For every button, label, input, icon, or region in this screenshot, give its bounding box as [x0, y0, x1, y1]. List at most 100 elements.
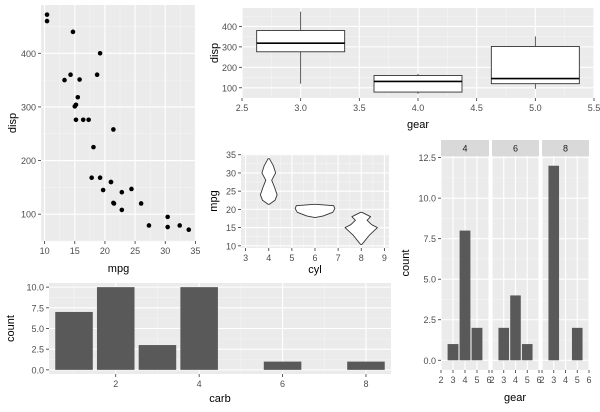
x-tick-label: 2	[438, 375, 443, 385]
x-tick-label: 4	[462, 375, 467, 385]
box-body	[256, 30, 346, 53]
facet-strip-label: 4	[462, 144, 467, 154]
x-tick-label: 3	[551, 375, 556, 385]
x-tick-label: 6	[586, 375, 591, 385]
x-tick-label: 5	[525, 375, 530, 385]
scatter-point	[75, 94, 81, 100]
scatter-point	[70, 29, 76, 35]
y-tick-label: 400	[222, 22, 237, 32]
scatter-point	[186, 227, 192, 233]
scatter-point	[165, 214, 170, 220]
y-axis-title: disp	[7, 113, 19, 133]
y-tick-label: 35	[226, 150, 236, 160]
x-tick-label: 8	[363, 379, 368, 389]
facet-strip	[441, 140, 489, 156]
violin-shape	[294, 203, 336, 218]
x-tick-label: 8	[359, 253, 364, 263]
violin-shape	[259, 158, 278, 205]
y-axis-title: mpg	[208, 190, 220, 211]
scatter-point	[108, 179, 114, 185]
bar-carb-4	[180, 287, 218, 370]
scatter-point	[80, 117, 86, 123]
y-tick-label: 7.5	[31, 303, 44, 313]
y-axis-title: disp	[209, 43, 221, 63]
scatter-point	[129, 186, 134, 192]
x-tick-label: 15	[70, 246, 80, 256]
scatter-point	[111, 201, 117, 206]
facet-strip-label: 8	[563, 144, 568, 154]
y-tick-label: 200	[222, 63, 237, 73]
scatter-point	[177, 223, 183, 228]
scatter-point	[44, 18, 50, 24]
boxplot-chart: 100 200 300 400 2.5 3.0 3.5 4.0 4.5 5.0 5.5 gear dis…	[209, 8, 600, 131]
y-axis-title: count	[5, 315, 17, 342]
scatter-point	[146, 223, 152, 228]
x-tick-label: 3	[450, 375, 455, 385]
x-axis-title: mpg	[108, 263, 129, 275]
y-tick-label: 200	[21, 156, 36, 166]
y-tick-label: 0.0	[423, 356, 436, 366]
bar-gear-3	[447, 344, 459, 361]
bar-gear-3	[498, 327, 510, 361]
y-tick-label: 0.0	[31, 365, 44, 375]
x-tick-label: 4	[266, 253, 271, 263]
scatter-point	[62, 77, 67, 83]
y-tick-label: 20	[226, 205, 236, 215]
scatter-point	[73, 102, 79, 108]
y-tick-label: 2.5	[423, 315, 436, 325]
x-tick-label: 25	[130, 246, 140, 256]
x-tick-label: 5	[474, 375, 479, 385]
y-tick-label: 15	[226, 223, 236, 233]
scatter-point	[44, 12, 50, 17]
y-tick-label: 400	[21, 49, 36, 59]
y-tick-label: 30	[226, 168, 236, 178]
y-tick-label: 5.0	[31, 324, 44, 334]
scatter-point	[73, 117, 79, 123]
facet-strip	[492, 140, 539, 156]
facet-strip-label: 6	[513, 144, 518, 154]
x-tick-label: 4.0	[412, 103, 425, 113]
y-tick-label: 10.0	[26, 283, 44, 293]
bar-carb-2	[96, 287, 135, 370]
bar-carb-8	[347, 361, 385, 370]
bar-gear-5	[521, 344, 533, 361]
facet-strip	[542, 140, 589, 156]
scatter-chart: 100 200 300 400 10 15 20 25 30 35 mpg disp	[7, 5, 200, 275]
x-tick-label: 6	[280, 379, 285, 389]
scatter-point	[165, 224, 170, 230]
x-tick-label: 10	[40, 246, 50, 256]
scatter-point	[77, 77, 82, 82]
x-tick-label: 7	[336, 253, 341, 263]
x-axis-title: gear	[504, 392, 526, 404]
x-tick-label: 9	[382, 253, 387, 263]
scatter-point	[86, 117, 91, 123]
scatter-point	[111, 127, 116, 132]
scatter-point	[100, 187, 106, 193]
x-tick-label: 3	[501, 375, 506, 385]
scatter-point	[91, 144, 96, 150]
x-tick-label: 5	[289, 253, 294, 263]
x-tick-label: 30	[160, 246, 170, 256]
bar-carb-3	[138, 345, 177, 370]
x-tick-label: 4.5	[470, 103, 483, 113]
violin-shape	[344, 211, 378, 245]
x-axis-title: cyl	[308, 264, 321, 276]
scatter-point	[94, 72, 100, 78]
y-tick-label: 5.0	[423, 275, 436, 285]
y-tick-label: 100	[21, 210, 36, 220]
bar-gear-4	[510, 295, 521, 361]
bar-carb-1	[55, 311, 93, 370]
y-tick-label: 2.5	[31, 345, 44, 355]
bar-gear-5	[471, 327, 483, 361]
bar-gear-3	[548, 165, 560, 361]
y-tick-label: 100	[222, 83, 237, 93]
y-axis-title: count	[400, 250, 412, 277]
scatter-point	[119, 207, 125, 213]
y-tick-label: 12.5	[418, 153, 436, 163]
scatter-point	[97, 175, 103, 181]
x-axis-title: gear	[407, 119, 429, 131]
box-body	[373, 75, 463, 93]
scatter-point	[68, 72, 73, 78]
plot-panel	[41, 5, 196, 241]
